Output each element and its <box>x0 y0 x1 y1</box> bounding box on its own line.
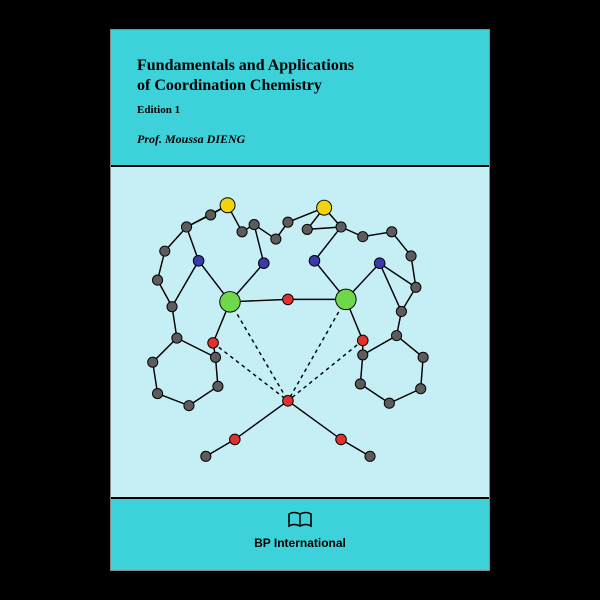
title-line-1: Fundamentals and Applications <box>137 57 354 74</box>
book-icon <box>287 511 313 534</box>
title-line-2: of Coordination Chemistry <box>137 77 322 94</box>
publisher-name: BP International <box>254 536 346 550</box>
molecule-diagram <box>131 173 469 491</box>
book-edition: Edition 1 <box>137 104 463 116</box>
book-title: Fundamentals and Applications of Coordin… <box>137 56 463 96</box>
cover-header: Fundamentals and Applications of Coordin… <box>111 30 489 165</box>
book-author: Prof. Moussa DIENG <box>137 132 463 147</box>
publisher-logo: BP International <box>254 511 346 550</box>
molecule-figure <box>111 167 489 497</box>
cover-footer: BP International <box>111 499 489 570</box>
book-cover: Fundamentals and Applications of Coordin… <box>110 29 490 571</box>
